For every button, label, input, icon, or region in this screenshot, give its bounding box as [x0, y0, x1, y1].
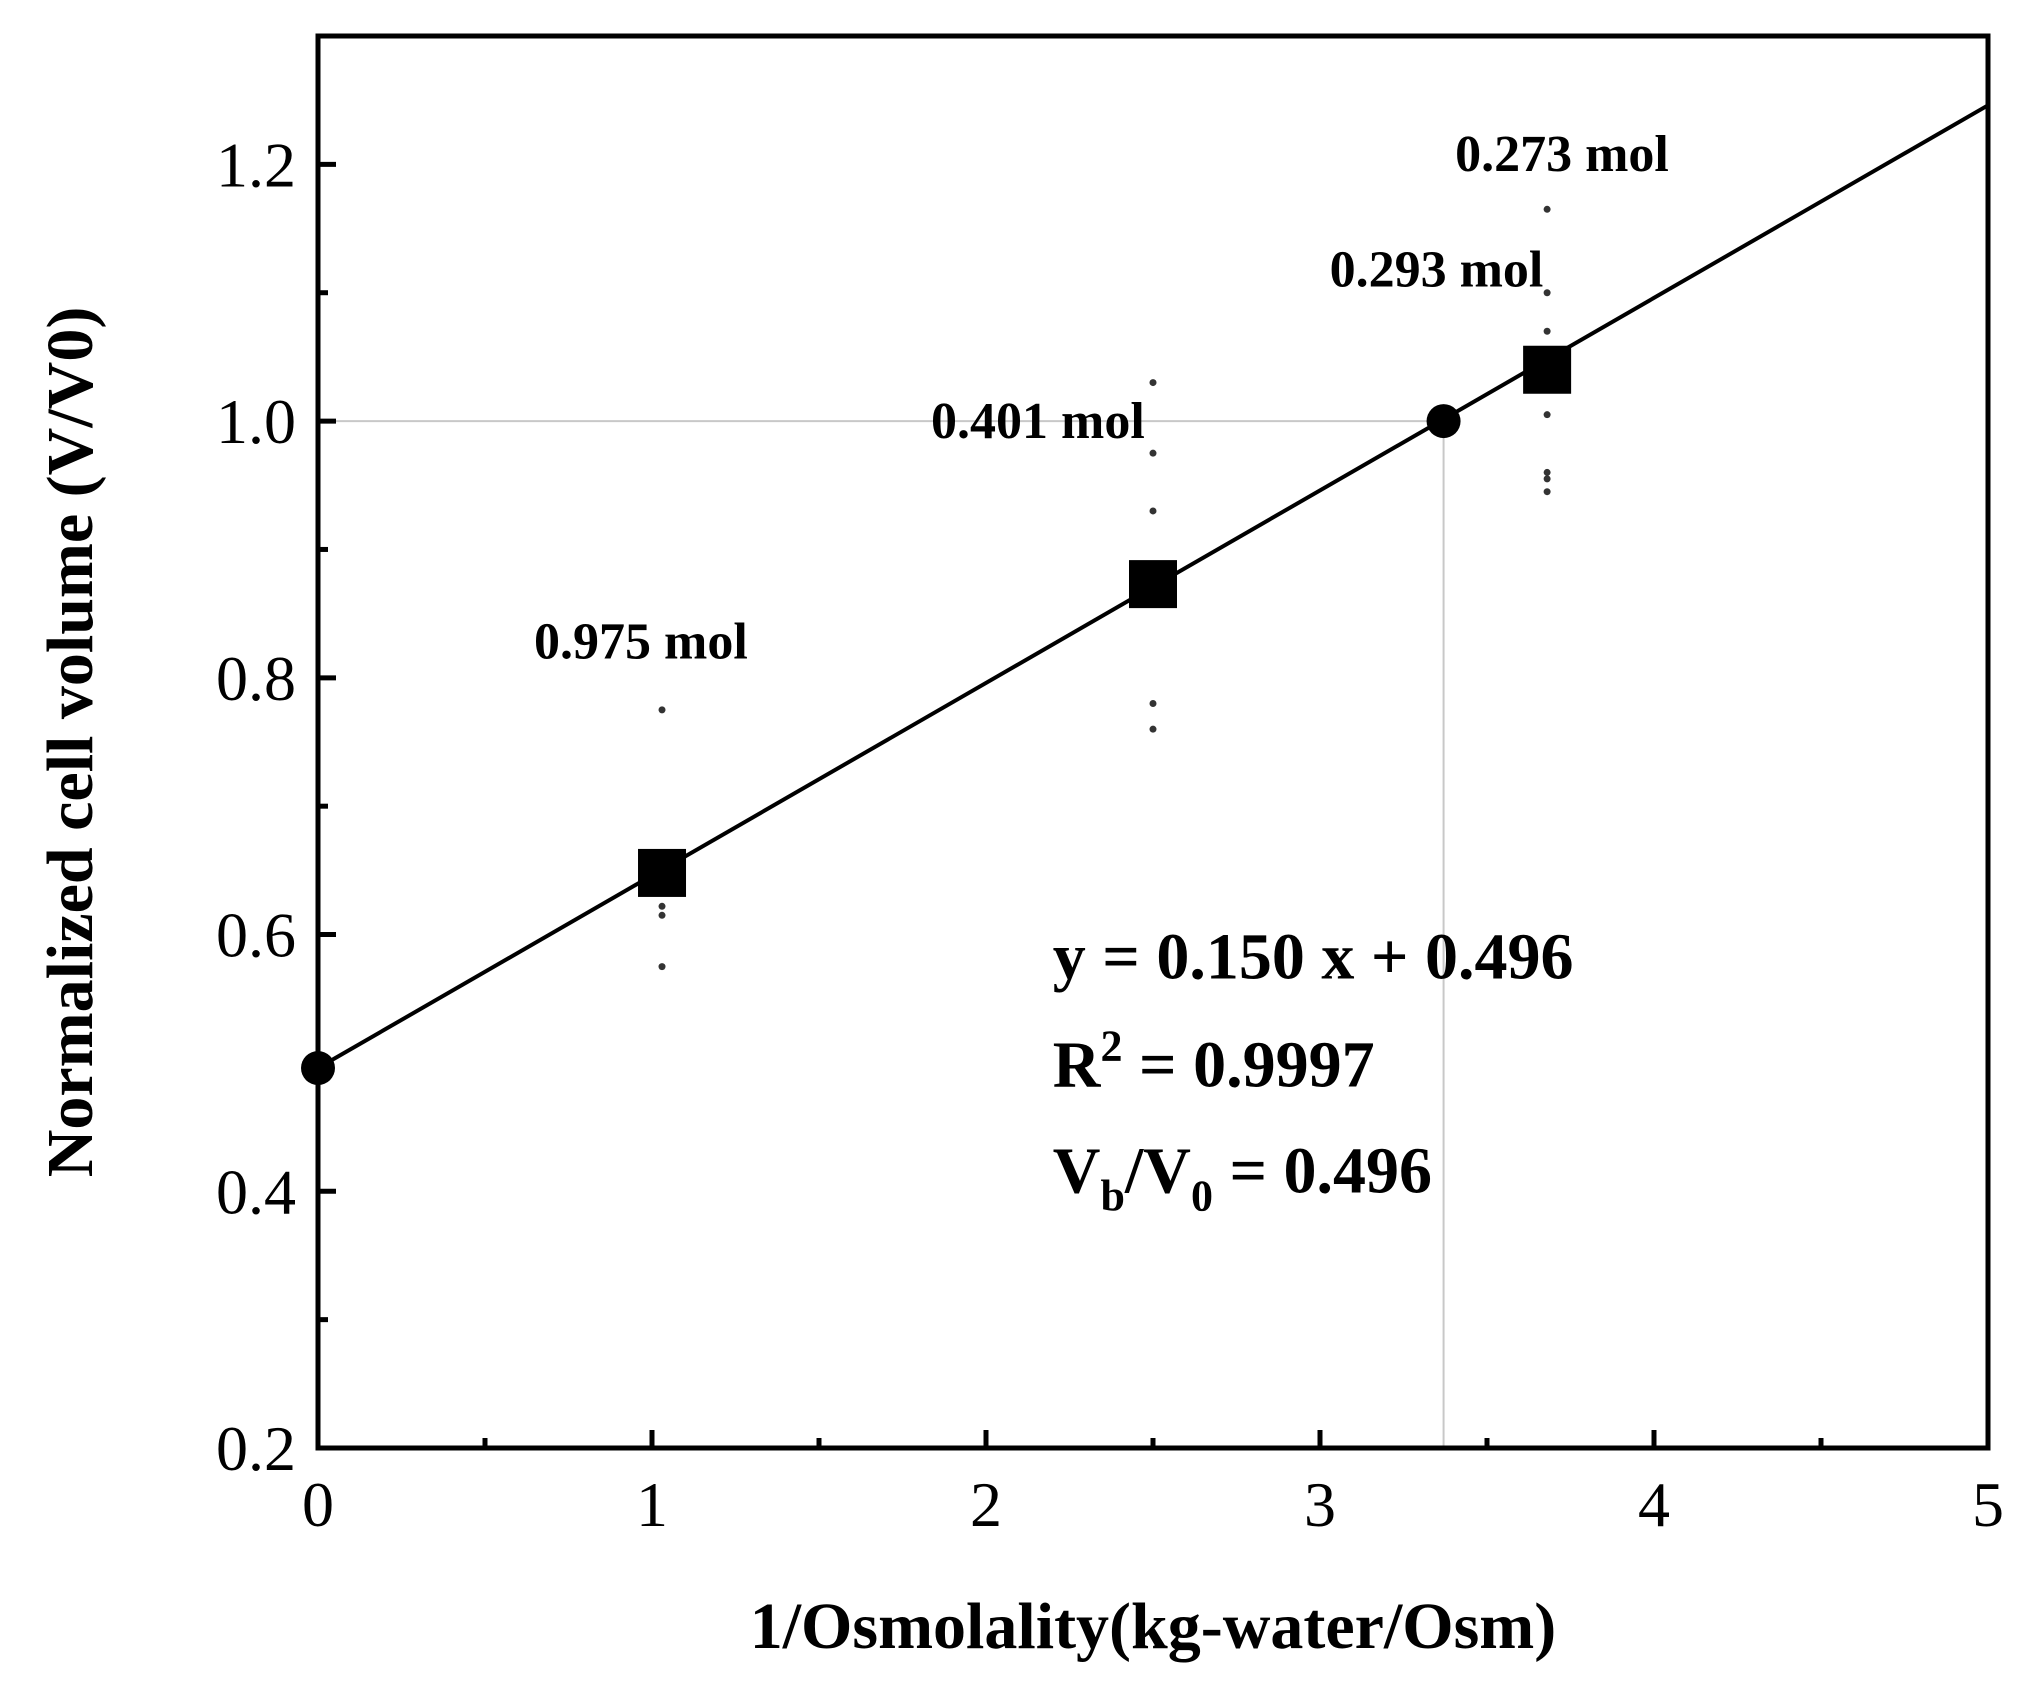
volume-ratio-text: Vb/V0 = 0.496	[1053, 1135, 1432, 1221]
y-tick-label: 0.6	[216, 900, 296, 971]
y-tick-label: 0.2	[216, 1413, 296, 1484]
y-tick-label: 0.4	[216, 1156, 296, 1227]
circle-marker	[1426, 404, 1461, 439]
r-value: = 0.9997	[1122, 1029, 1374, 1102]
scatter-dot	[1543, 205, 1551, 213]
axis-ticks: 0 1 2 3 4 5 0.2 0.4 0.6 0.8 1.0 1.2	[216, 33, 2004, 1540]
scatter-dot	[1543, 468, 1551, 476]
y-tick-label: 0.8	[216, 643, 296, 714]
x-tick-label: 2	[970, 1469, 1002, 1540]
scatter-dots	[658, 205, 1551, 971]
scatter-dot	[1543, 475, 1551, 483]
scatter-dot	[1543, 411, 1551, 419]
x-tick-label: 5	[1972, 1469, 2004, 1540]
concentration-label: 0.401 mol	[931, 393, 1145, 450]
v-subscript-0: 0	[1191, 1172, 1213, 1221]
scatter-dot	[1149, 725, 1157, 733]
data-markers	[301, 345, 1572, 1086]
scatter-dot	[1149, 507, 1157, 515]
scatter-dot	[658, 902, 666, 910]
r-squared-text: R2 = 0.9997	[1053, 1022, 1375, 1102]
concentration-label: 0.975 mol	[534, 614, 748, 671]
v-slash: /V	[1124, 1135, 1191, 1208]
y-tick-label: 1.2	[216, 129, 296, 200]
concentration-label: 0.273 mol	[1455, 126, 1669, 183]
r-label: R	[1053, 1029, 1102, 1102]
scatter-dot	[1149, 379, 1157, 387]
x-tick-label: 3	[1304, 1469, 1336, 1540]
v-value: = 0.496	[1213, 1135, 1432, 1208]
x-tick-label: 4	[1638, 1469, 1670, 1540]
scatter-dot	[658, 963, 666, 971]
square-marker	[1523, 345, 1572, 394]
y-tick-label: 1.0	[216, 386, 296, 457]
equation-line: y = 0.150 x + 0.496	[1053, 921, 1574, 994]
reference-lines	[318, 420, 1445, 1448]
scatter-dot	[1543, 289, 1551, 297]
x-tick-label: 1	[636, 1469, 668, 1540]
fit-equation: y = 0.150 x + 0.496 R2 = 0.9997 Vb/V0 = …	[1053, 921, 1574, 1221]
annotations: 0.975 mol 0.401 mol 0.293 mol 0.273 mol	[534, 126, 1669, 671]
square-marker	[638, 848, 687, 897]
scatter-dot	[658, 911, 666, 919]
v-label: V	[1053, 1135, 1101, 1208]
scatter-dot	[1543, 488, 1551, 496]
y-axis-title: Normalized cell volume (V/V0)	[34, 307, 107, 1178]
scatter-dot	[1149, 449, 1157, 457]
r-superscript: 2	[1100, 1022, 1122, 1071]
scatter-dot	[1543, 327, 1551, 335]
x-axis-title: 1/Osmolality(kg-water/Osm)	[750, 1590, 1557, 1663]
scatter-dot	[658, 706, 666, 714]
v-subscript-b: b	[1100, 1172, 1124, 1221]
concentration-label: 0.293 mol	[1330, 241, 1544, 298]
square-marker	[1129, 560, 1177, 609]
scatter-dot	[1149, 699, 1157, 707]
x-tick-label: 0	[302, 1469, 334, 1540]
